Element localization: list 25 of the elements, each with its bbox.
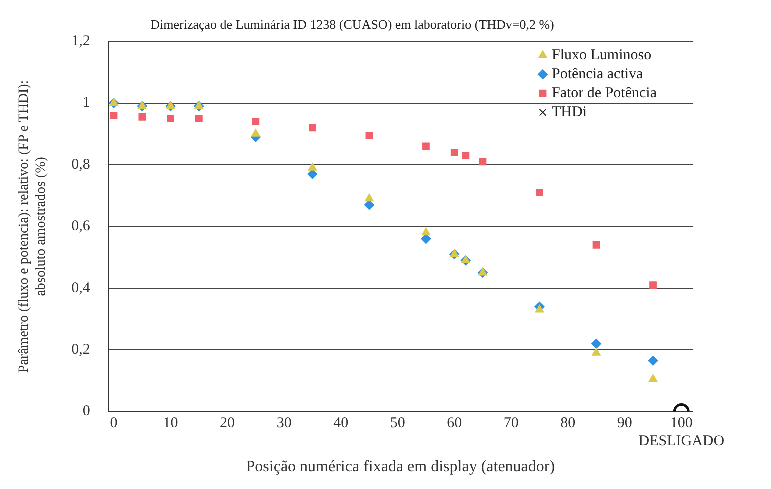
x-tick-label: 60 [447,416,462,432]
y-tick-label: 1,2 [72,34,90,50]
x-tick-label: 50 [390,416,406,432]
legend-label: THDi [552,104,587,121]
chart-title: Dimerizaçao de Luminária ID 1238 (CUASO) em laboratorio (THDv=0,2 %) [150,17,554,32]
y-tick-label: 0 [82,404,90,420]
y-tick-label: 0,6 [72,218,91,235]
x-axis-title: Posição numérica fixada em display (atenuador) [246,458,556,476]
x-tick-label: 20 [220,416,236,432]
x-tick-label: 80 [560,416,576,432]
x-tick-label: 70 [504,416,519,432]
legend-label: Potência activa [552,66,644,83]
legend-label: Fator de Potência [552,86,658,102]
y-tick-label: 0,4 [72,280,91,296]
y-axis-title: Parâmetro (fluxo e potencia): relativo: (FP e THDI): absoluto amostrados (%) [17,80,49,374]
legend-label: Fluxo Luminoso [552,48,652,64]
x-tick-label: 10 [163,416,178,432]
x-tick-label: 90 [617,416,632,432]
x-tick-label: 100 DESLIGADO [638,416,725,450]
y-tick-label: 0,8 [72,156,90,173]
y-tick-label: 0,2 [72,342,90,358]
x-tick-label: 30 [276,416,292,432]
x-tick-label: 40 [334,416,349,432]
y-tick-label: 1 [82,95,90,112]
x-tick-label: 0 [110,416,118,432]
